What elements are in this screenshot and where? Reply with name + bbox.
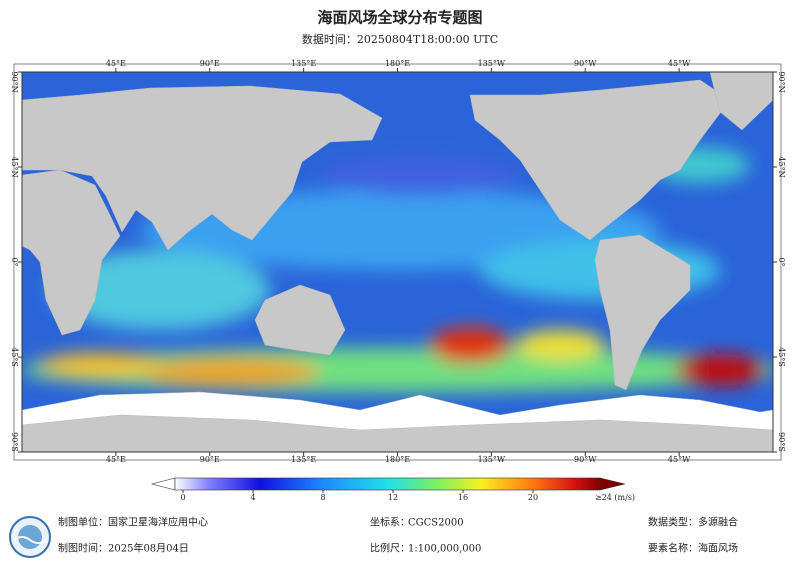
- footer-label: 数据类型：: [648, 516, 698, 529]
- lat-label-left: 90°S: [10, 432, 19, 452]
- greenland: [709, 72, 773, 131]
- colorbar-label: 16: [458, 493, 468, 502]
- colorbar-max-arrow: [599, 477, 626, 491]
- lon-label-bottom: 45°E: [106, 455, 126, 464]
- lat-label-right: 45°S: [777, 347, 786, 367]
- north-america: [469, 79, 731, 241]
- map-body: [22, 72, 773, 452]
- subtitle: 数据时间：20250804T18:00:00 UTC: [302, 32, 498, 46]
- lon-label-top: 180°E: [385, 59, 410, 68]
- outer-frame: [13, 63, 782, 461]
- colorbar-label: 0: [180, 493, 185, 502]
- colorbar-min-arrow: [150, 477, 176, 491]
- footer-value: 2025年08月04日: [108, 542, 189, 555]
- south-america: [594, 234, 691, 391]
- lon-label-bottom: 135°W: [478, 455, 506, 464]
- lon-label-bottom: 90°E: [200, 455, 220, 464]
- footer-label: 要素名称：: [648, 542, 698, 555]
- lon-label-bottom: 45°W: [668, 455, 691, 464]
- lat-label-right: 0°: [777, 257, 786, 266]
- footer-label: 制图时间：: [58, 542, 108, 555]
- lon-label-top: 45°W: [668, 59, 691, 68]
- lon-label-top: 135°W: [478, 59, 506, 68]
- lon-label-top: 135°E: [291, 59, 316, 68]
- lat-label-right: 45°N: [777, 156, 786, 177]
- footer-value: 海面风场: [698, 542, 738, 555]
- footer-value: 多源融合: [698, 516, 738, 529]
- colorbar-max-label: ≥24 (m/s): [595, 493, 635, 502]
- colorbar: [174, 477, 601, 491]
- lat-label-left: 45°N: [10, 156, 19, 177]
- footer-value: 1:100,000,000: [408, 544, 481, 555]
- lat-label-left: 90°N: [10, 71, 19, 92]
- footer-label: 坐标系：: [370, 517, 410, 529]
- lat-label-left: 0°: [10, 257, 19, 266]
- footer-value: CGCS2000: [408, 518, 464, 529]
- land: [22, 72, 773, 452]
- eurasia: [22, 85, 383, 251]
- lat-label-right: 90°S: [777, 432, 786, 452]
- africa: [22, 169, 121, 336]
- colorbar-label: 8: [320, 493, 325, 502]
- footer-label: 比例尺：: [370, 542, 410, 555]
- colorbar-label: 4: [250, 493, 255, 502]
- lon-label-top: 90°W: [574, 59, 597, 68]
- footer-value: 国家卫星海洋应用中心: [108, 516, 208, 529]
- footer-label: 制图单位：: [58, 516, 108, 529]
- colorbar-label: 12: [388, 493, 398, 502]
- lon-label-top: 90°E: [200, 59, 220, 68]
- lon-label-top: 45°E: [106, 59, 126, 68]
- lat-label-left: 45°S: [10, 347, 19, 367]
- antarctica-land: [22, 414, 773, 452]
- australia: [254, 284, 346, 356]
- lon-label-bottom: 90°W: [574, 455, 597, 464]
- colorbar-label: 20: [528, 493, 538, 502]
- lon-label-bottom: 135°E: [291, 455, 316, 464]
- title: 海面风场全球分布专题图: [317, 9, 482, 27]
- lon-label-bottom: 180°E: [385, 455, 410, 464]
- logo: [9, 516, 51, 558]
- lat-label-right: 90°N: [777, 71, 786, 92]
